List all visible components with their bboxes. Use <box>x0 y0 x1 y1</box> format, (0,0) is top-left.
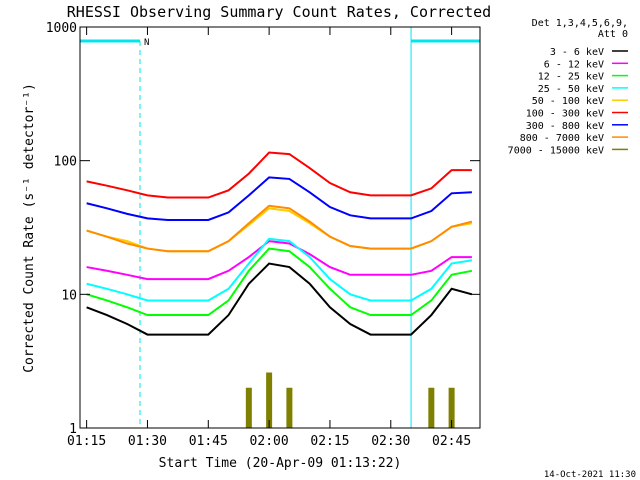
y-axis-label: Corrected Count Rate (s⁻¹ detector⁻¹) <box>22 83 37 373</box>
series-line <box>86 237 473 302</box>
series-line <box>86 240 472 281</box>
legend-header: Det 1,3,4,5,6,9, <box>532 18 628 29</box>
chart-title: RHESSI Observing Summary Count Rates, Co… <box>67 3 491 21</box>
legend-label: 100 - 300 keV <box>526 109 604 120</box>
legend-label: 12 - 25 keV <box>538 72 604 83</box>
legend-label: 25 - 50 keV <box>538 84 604 95</box>
x-tick-label: 01:15 <box>67 434 106 449</box>
axes: 01:15 01:30 01:45 02:00 02:15 02:30 02:45 1 10 10… <box>46 21 480 449</box>
legend-header: Att 0 <box>598 29 628 40</box>
y-tick-label: 100 <box>54 155 77 170</box>
x-tick-label: 01:45 <box>189 434 228 449</box>
night-intervals: N <box>79 27 481 428</box>
x-tick-label: 02:00 <box>250 434 289 449</box>
x-tick-label: 02:15 <box>310 434 349 449</box>
series-line <box>86 247 473 317</box>
legend-label: 50 - 100 keV <box>532 96 604 107</box>
y-tick-label: 1 <box>69 422 77 437</box>
y-tick-label: 1000 <box>46 21 77 36</box>
series-line <box>86 207 473 253</box>
legend-label: 7000 - 15000 keV <box>508 145 604 156</box>
x-tick-label: 01:30 <box>128 434 167 449</box>
series-line <box>86 262 473 336</box>
legend-label: 6 - 12 keV <box>544 59 604 70</box>
x-tick-label: 02:45 <box>432 434 471 449</box>
series-line <box>86 176 472 221</box>
y-tick-label: 10 <box>61 288 77 303</box>
x-axis-label: Start Time (20-Apr-09 01:13:22) <box>159 456 402 471</box>
series-line <box>86 151 472 199</box>
night-label: N <box>144 38 149 48</box>
series-line <box>86 204 473 253</box>
legend-label: 300 - 800 keV <box>526 121 604 132</box>
plot-frame <box>79 26 481 429</box>
x-tick-label: 02:30 <box>371 434 410 449</box>
legend-label: 3 - 6 keV <box>550 47 604 58</box>
footer-timestamp: 14-Oct-2021 11:30 <box>544 470 636 480</box>
legend-label: 800 - 7000 keV <box>520 133 604 144</box>
series-layer <box>86 151 473 428</box>
